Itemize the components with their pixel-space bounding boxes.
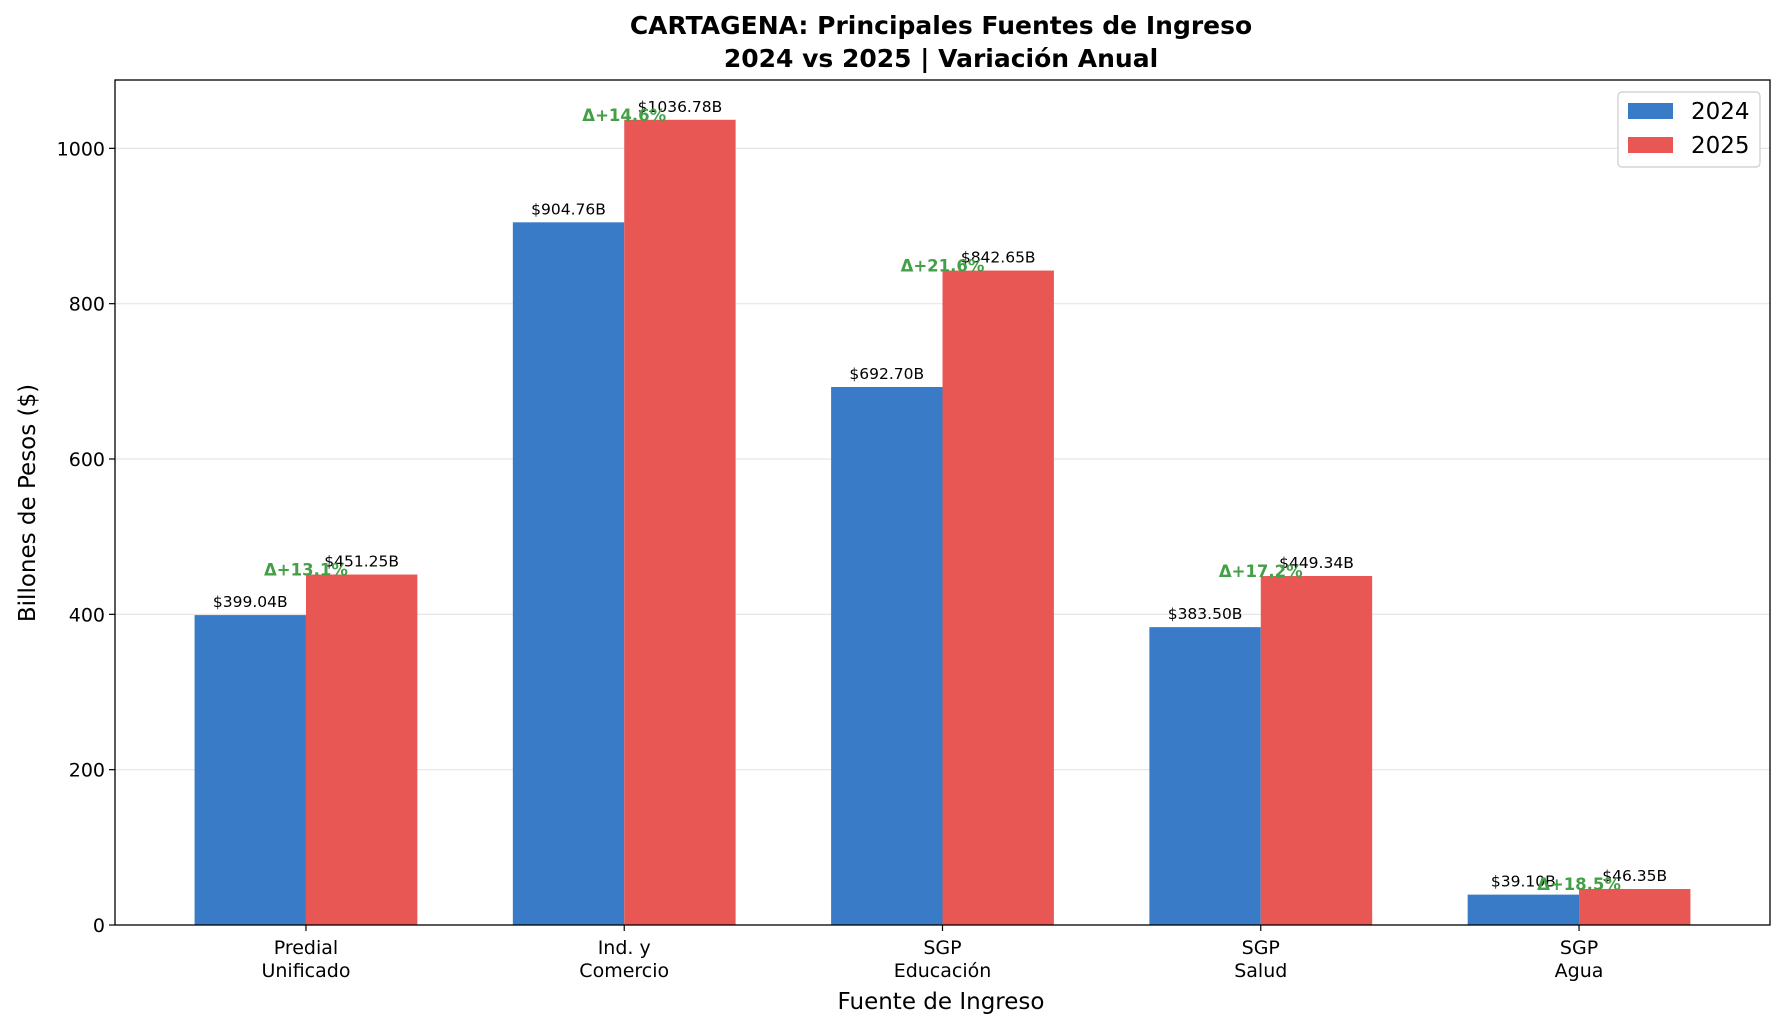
y-tick-label: 1000 bbox=[57, 138, 105, 160]
bar-2024-0 bbox=[194, 615, 306, 925]
chart-title-line-1: CARTAGENA: Principales Fuentes de Ingres… bbox=[630, 11, 1252, 40]
legend-swatch-2024 bbox=[1628, 103, 1673, 119]
bar-value-label: $39.10B bbox=[1491, 873, 1556, 891]
bar-value-label: $842.65B bbox=[961, 249, 1036, 267]
bar-value-label: $46.35B bbox=[1602, 867, 1667, 885]
bar-2024-2 bbox=[831, 387, 943, 925]
bar-2025-0 bbox=[305, 574, 418, 925]
bar-2024-1 bbox=[512, 222, 625, 925]
delta-label: Δ+18.5% bbox=[1537, 875, 1621, 894]
x-tick-label: Salud bbox=[1234, 960, 1287, 982]
legend-label-2024: 2024 bbox=[1691, 99, 1750, 125]
y-tick-label: 600 bbox=[69, 449, 105, 471]
delta-label: Δ+17.2% bbox=[1219, 562, 1303, 581]
bar-2025-2 bbox=[942, 270, 1054, 926]
bar-value-label: $904.76B bbox=[531, 200, 606, 218]
legend: 2024 2025 bbox=[1617, 91, 1761, 168]
bar-2025-3 bbox=[1260, 576, 1373, 925]
x-tick-label: Comercio bbox=[579, 960, 669, 982]
y-tick-label: 800 bbox=[69, 294, 105, 316]
legend-label-2025: 2025 bbox=[1691, 133, 1750, 159]
delta-label: Δ+21.6% bbox=[901, 257, 985, 276]
bar-value-label: $399.04B bbox=[213, 593, 288, 611]
x-tick-label: Predial bbox=[274, 937, 338, 959]
y-axis-label: Billones de Pesos ($) bbox=[15, 384, 41, 622]
x-tick-label: SGP bbox=[1560, 937, 1598, 959]
bar-2024-3 bbox=[1149, 627, 1261, 925]
bars-group bbox=[194, 119, 1691, 926]
bar-2024-4 bbox=[1467, 894, 1580, 925]
bar-value-label: $383.50B bbox=[1168, 605, 1243, 623]
x-tick-label: Ind. y bbox=[598, 937, 651, 959]
bar-value-label: $1036.78B bbox=[638, 98, 723, 116]
bar-2025-4 bbox=[1579, 889, 1691, 925]
delta-label: Δ+13.1% bbox=[264, 561, 348, 580]
legend-swatch-2025 bbox=[1628, 137, 1673, 153]
bar-value-label: $449.34B bbox=[1279, 554, 1354, 572]
delta-label: Δ+14.6% bbox=[582, 106, 666, 125]
x-tick-label: Agua bbox=[1555, 960, 1604, 982]
y-tick-label: 400 bbox=[69, 604, 105, 626]
bar-2025-1 bbox=[624, 119, 736, 926]
y-tick-label: 0 bbox=[93, 915, 105, 937]
x-axis-label: Fuente de Ingreso bbox=[838, 989, 1045, 1015]
bar-value-label: $451.25B bbox=[324, 553, 399, 571]
chart-title-line-2: 2024 vs 2025 | Variación Anual bbox=[724, 44, 1158, 73]
y-tick-label: 200 bbox=[69, 760, 105, 782]
bar-value-label: $692.70B bbox=[849, 365, 924, 383]
x-tick-label: Educación bbox=[894, 960, 992, 982]
y-axis: 0 200 400 600 800 1000 bbox=[57, 138, 115, 937]
x-tick-label: Unificado bbox=[261, 960, 350, 982]
x-tick-label: SGP bbox=[923, 937, 961, 959]
x-tick-label: SGP bbox=[1242, 937, 1280, 959]
